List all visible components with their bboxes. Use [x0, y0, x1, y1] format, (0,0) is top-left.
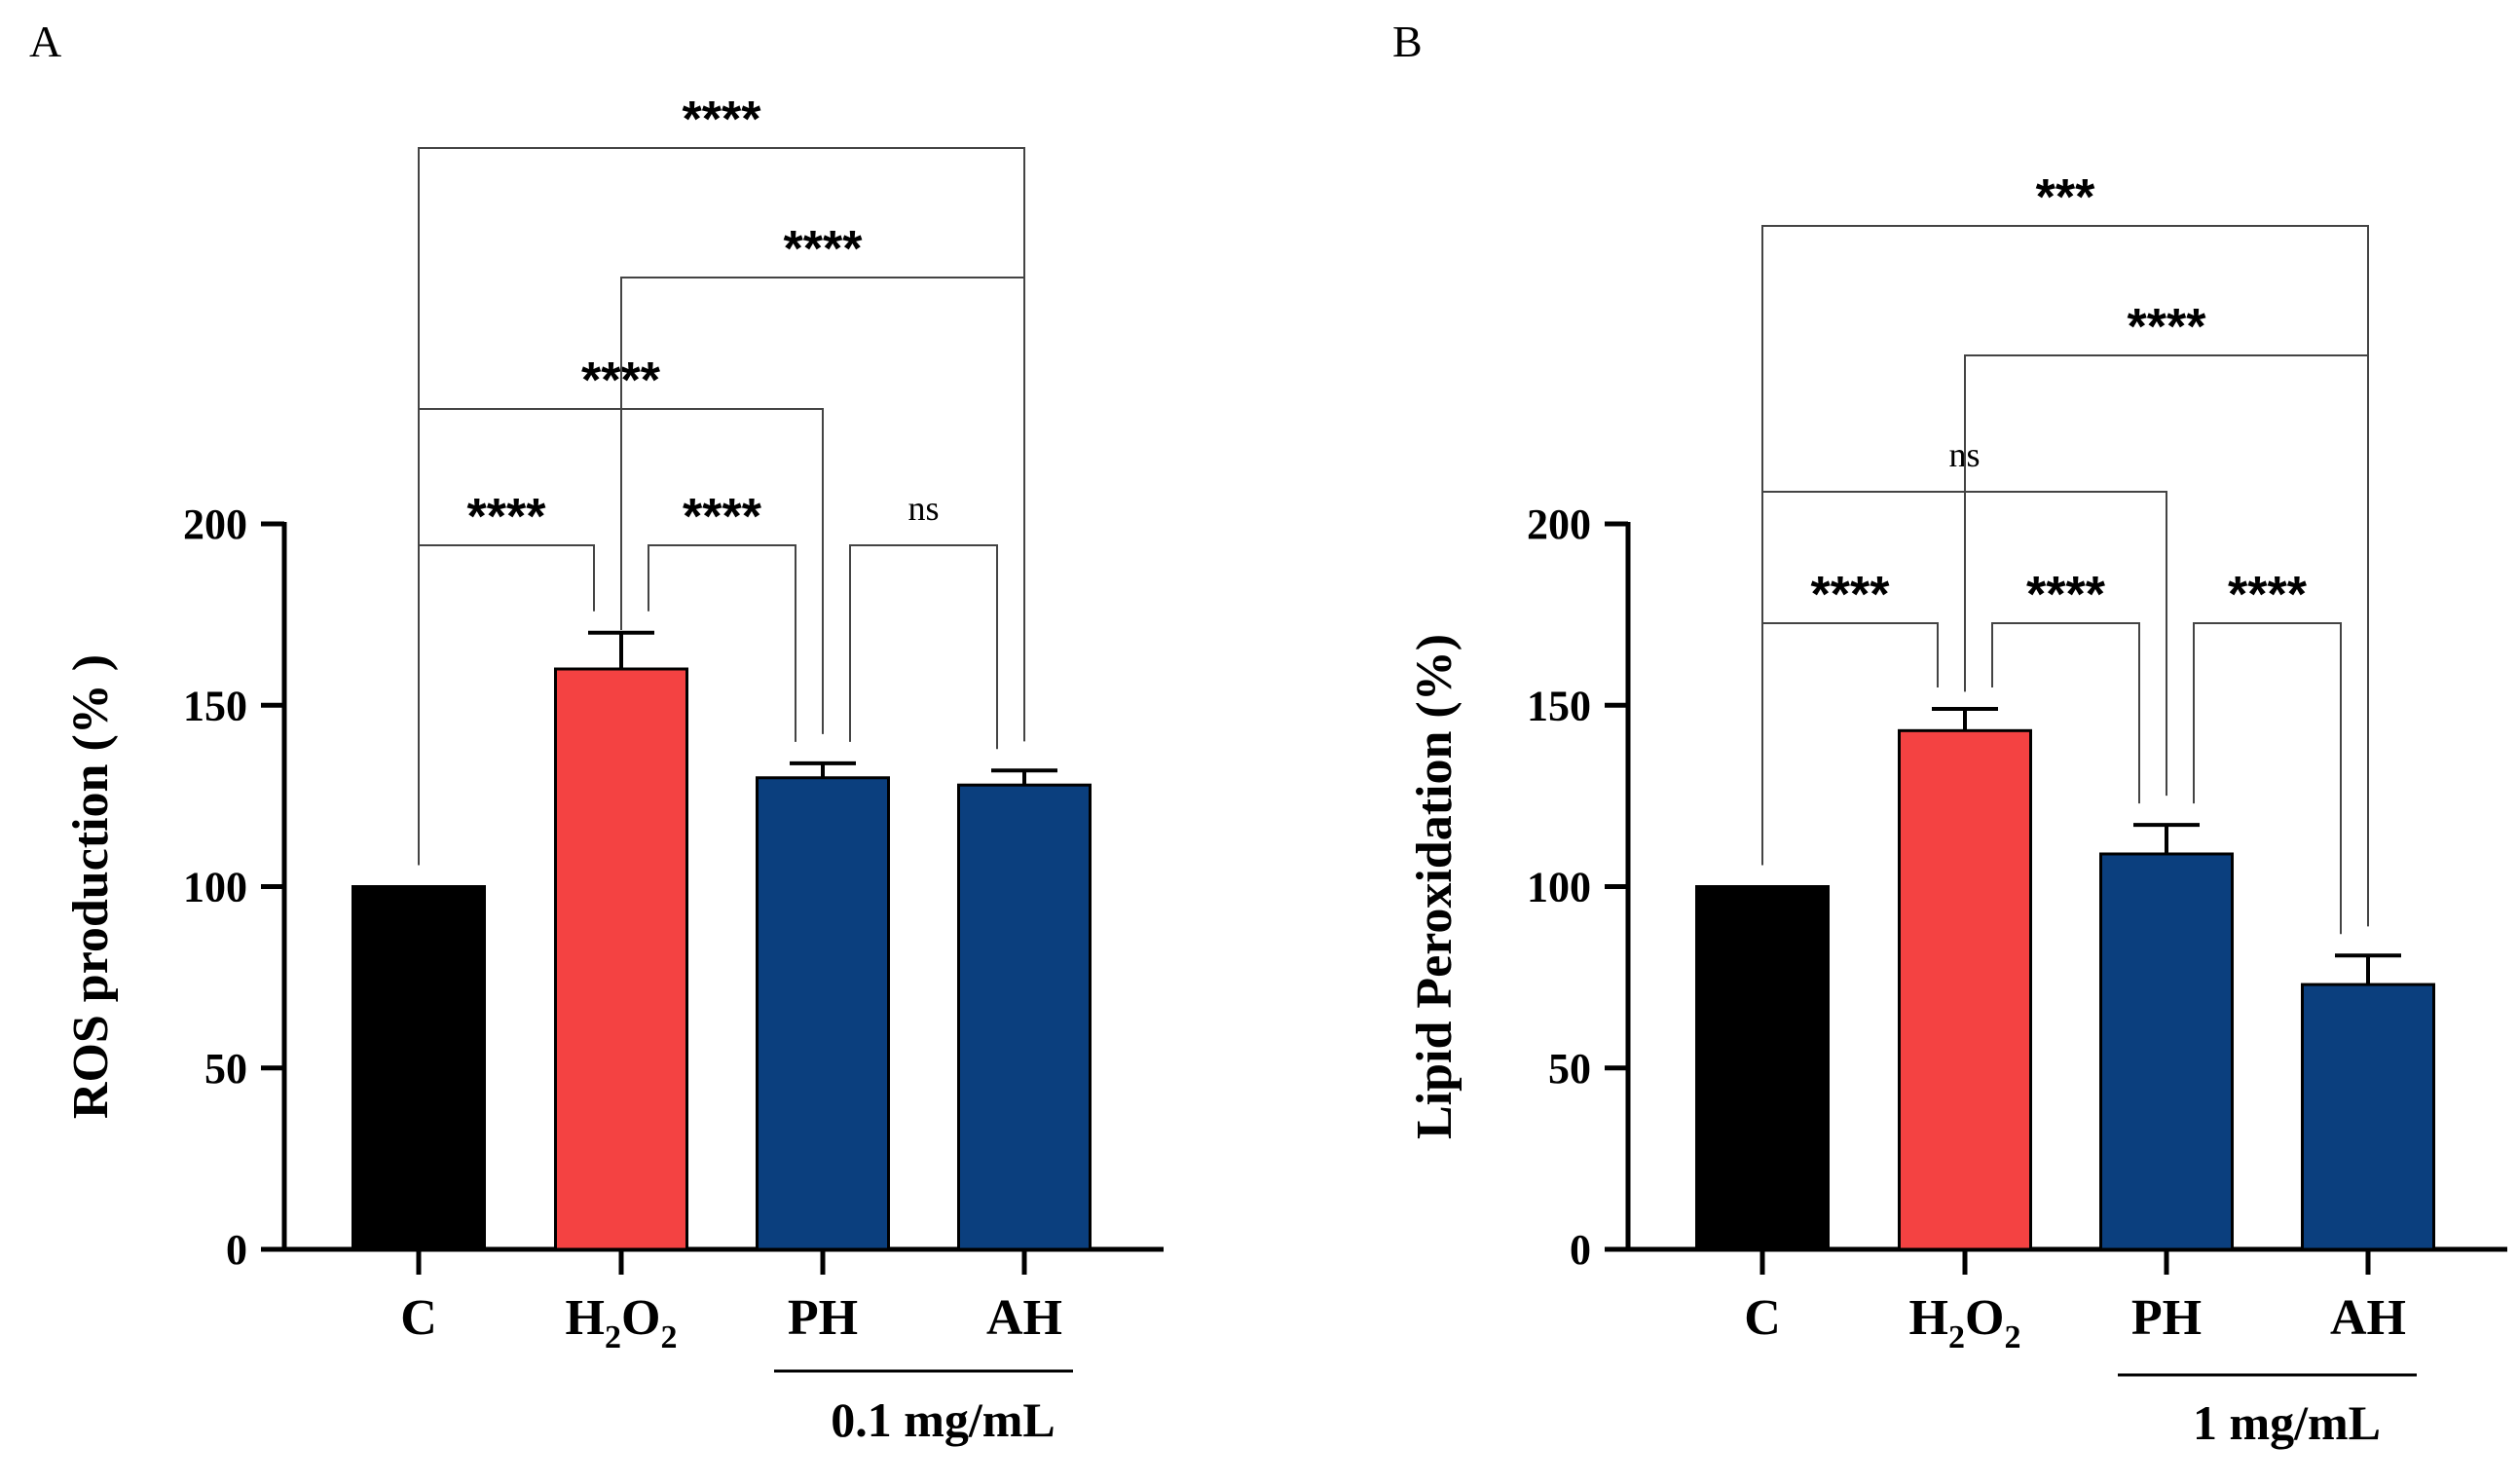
significance-label: ns: [907, 489, 939, 528]
category-label: H2O2: [566, 1290, 678, 1355]
significance-bracket: [648, 544, 796, 742]
group-label: 0.1 mg/mL: [831, 1392, 1055, 1447]
bar: [2301, 983, 2435, 1251]
category-label-subscript: 2: [605, 1319, 621, 1355]
category-label-subscript: 2: [2004, 1319, 2020, 1355]
group-label: 1 mg/mL: [2193, 1395, 2381, 1450]
significance-label: ****: [683, 92, 762, 148]
bar: [2099, 852, 2234, 1251]
significance-label: ****: [2128, 299, 2207, 355]
significance-label: ****: [1811, 567, 1891, 623]
y-tick-label: 0: [1570, 1226, 1591, 1274]
y-tick-label: 150: [183, 682, 247, 729]
category-label-part: AH: [986, 1290, 1062, 1346]
y-tick-label: 0: [226, 1226, 247, 1274]
y-tick-label: 50: [204, 1045, 247, 1093]
y-axis-label: ROS production (% ): [63, 654, 119, 1119]
bar: [1898, 728, 2032, 1251]
y-tick-label: 100: [183, 864, 247, 911]
category-label: PH: [2131, 1290, 2202, 1346]
bar: [352, 885, 486, 1251]
category-label-part: H: [1909, 1290, 1948, 1346]
bar: [957, 783, 1092, 1251]
category-label-subscript: 2: [1948, 1319, 1965, 1355]
significance-label: ****: [2026, 567, 2106, 623]
y-axis-label: Lipid Peroxidation (%): [1407, 634, 1463, 1139]
significance-bracket: [2193, 622, 2342, 935]
bar: [554, 667, 688, 1251]
significance-bracket: [1761, 225, 2369, 927]
category-label: H2O2: [1909, 1290, 2021, 1355]
y-tick-label: 50: [1548, 1045, 1591, 1093]
category-label: AH: [2330, 1290, 2406, 1346]
significance-label: ****: [683, 489, 762, 545]
significance-bracket: [1991, 622, 2140, 804]
category-label: PH: [788, 1290, 858, 1346]
category-label: C: [400, 1290, 437, 1346]
significance-bracket: [418, 147, 1025, 848]
significance-label: ****: [784, 221, 864, 278]
category-label-part: O: [1965, 1290, 2004, 1346]
category-label-part: PH: [788, 1290, 858, 1346]
y-tick-label: 200: [183, 501, 247, 548]
category-label: C: [1744, 1290, 1781, 1346]
category-label-part: O: [621, 1290, 660, 1346]
panel-letter: A: [29, 17, 61, 66]
significance-bracket: [849, 544, 998, 750]
bar: [1695, 885, 1830, 1251]
category-label-part: PH: [2131, 1290, 2202, 1346]
significance-label: ****: [467, 489, 547, 545]
y-tick-label: 200: [1527, 501, 1591, 548]
category-label-subscript: 2: [660, 1319, 677, 1355]
category-label-part: C: [400, 1290, 437, 1346]
category-label-part: C: [1744, 1290, 1781, 1346]
bar: [756, 776, 890, 1251]
significance-label: ****: [2228, 567, 2308, 623]
y-tick-label: 100: [1527, 864, 1591, 911]
category-label: AH: [986, 1290, 1062, 1346]
category-label-part: AH: [2330, 1290, 2406, 1346]
category-label-part: H: [566, 1290, 605, 1346]
y-tick-label: 150: [1527, 682, 1591, 729]
panel-letter: B: [1392, 17, 1423, 66]
significance-label: ***: [2036, 169, 2095, 226]
